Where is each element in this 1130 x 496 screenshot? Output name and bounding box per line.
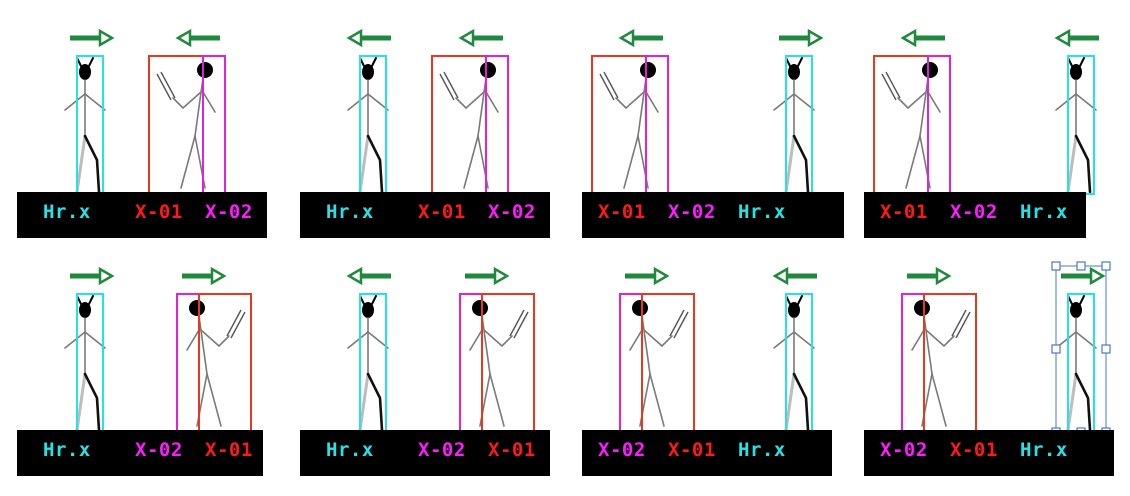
scenario-figure <box>873 28 1099 195</box>
x01-bounding-box <box>873 55 929 195</box>
x01-bounding-box <box>431 55 487 195</box>
x02-label: X-02 <box>880 439 928 461</box>
enemy-stick-figure <box>881 62 941 189</box>
x01-label: X-01 <box>950 439 998 461</box>
enemy-direction-arrow <box>458 28 503 48</box>
hr-stick-figure <box>347 295 389 432</box>
hr-direction-arrow <box>779 28 824 48</box>
x01-label: X-01 <box>598 201 646 223</box>
hr-stick-figure <box>773 57 815 194</box>
selection-handles <box>1051 261 1111 437</box>
hr-label: Hr.x <box>326 439 374 461</box>
hr-stick-figure <box>64 57 106 194</box>
enemy-stick-figure <box>599 62 659 189</box>
hr-label: Hr.x <box>1020 201 1068 223</box>
x02-label: X-02 <box>950 201 998 223</box>
label-bar: X-01 X-02 Hr.x <box>864 192 1086 238</box>
x02-label: X-02 <box>488 201 536 223</box>
scenario-panel-7: X-02 X-01 Hr.x <box>582 250 844 486</box>
hr-direction-arrow <box>70 266 115 286</box>
enemy-stick-figure <box>439 62 499 189</box>
label-bar: X-02 X-01 Hr.x <box>582 430 832 476</box>
enemy-stick-figure <box>629 300 689 427</box>
enemy-stick-figure <box>156 62 216 189</box>
hr-direction-arrow <box>1061 266 1106 286</box>
enemy-direction-arrow <box>465 266 510 286</box>
x01-bounding-box <box>591 55 647 195</box>
scenario-panel-3: X-01 X-02 Hr.x <box>582 12 844 248</box>
x01-label: X-01 <box>668 439 716 461</box>
hr-stick-figure <box>347 57 389 194</box>
hr-direction-arrow <box>772 266 817 286</box>
enemy-direction-arrow <box>625 266 670 286</box>
x02-label: X-02 <box>668 201 716 223</box>
enemy-direction-arrow <box>618 28 663 48</box>
label-bar: Hr.x X-02 X-01 <box>17 430 263 476</box>
hr-direction-arrow <box>1054 28 1099 48</box>
x02-label: X-02 <box>418 439 466 461</box>
hr-stick-figure <box>1055 57 1097 194</box>
enemy-stick-figure <box>911 300 971 427</box>
enemy-direction-arrow <box>182 266 227 286</box>
label-bar: Hr.x X-02 X-01 <box>300 430 550 476</box>
hr-label: Hr.x <box>326 201 374 223</box>
hr-label: Hr.x <box>738 439 786 461</box>
hr-direction-arrow <box>346 266 391 286</box>
label-bar: Hr.x X-01 X-02 <box>300 192 550 238</box>
hr-direction-arrow <box>346 28 391 48</box>
enemy-stick-figure <box>469 300 529 427</box>
hr-stick-figure <box>1055 295 1097 432</box>
scenario-panel-5: Hr.x X-02 X-01 <box>17 250 279 486</box>
enemy-direction-arrow <box>175 28 220 48</box>
scenario-panel-2: Hr.x X-01 X-02 <box>300 12 562 248</box>
scenario-figure <box>901 261 1111 437</box>
enemy-direction-arrow <box>900 28 945 48</box>
x01-bounding-box <box>148 55 204 195</box>
hr-direction-arrow <box>70 28 115 48</box>
hr-label: Hr.x <box>43 439 91 461</box>
x01-label: X-01 <box>205 439 253 461</box>
x01-label: X-01 <box>418 201 466 223</box>
label-bar: X-01 X-02 Hr.x <box>582 192 844 238</box>
hr-label: Hr.x <box>43 201 91 223</box>
scenario-figure <box>346 28 509 195</box>
scenario-figure <box>346 266 535 433</box>
hr-stick-figure <box>773 295 815 432</box>
enemy-direction-arrow <box>907 266 952 286</box>
scenario-panel-8: X-02 X-01 Hr.x <box>864 250 1126 486</box>
label-bar: X-02 X-01 Hr.x <box>864 430 1114 476</box>
scenario-panel-1: Hr.x X-01 X-02 <box>17 12 279 248</box>
enemy-stick-figure <box>186 300 246 427</box>
scenario-panel-4: X-01 X-02 Hr.x <box>864 12 1126 248</box>
hr-label: Hr.x <box>738 201 786 223</box>
label-bar: Hr.x X-01 X-02 <box>17 192 267 238</box>
x02-label: X-02 <box>135 439 183 461</box>
scenario-panel-6: Hr.x X-02 X-01 <box>300 250 562 486</box>
x02-label: X-02 <box>598 439 646 461</box>
hr-stick-figure <box>64 295 106 432</box>
hr-label: Hr.x <box>1020 439 1068 461</box>
x01-label: X-01 <box>880 201 928 223</box>
x01-label: X-01 <box>135 201 183 223</box>
x02-label: X-02 <box>205 201 253 223</box>
x01-label: X-01 <box>488 439 536 461</box>
